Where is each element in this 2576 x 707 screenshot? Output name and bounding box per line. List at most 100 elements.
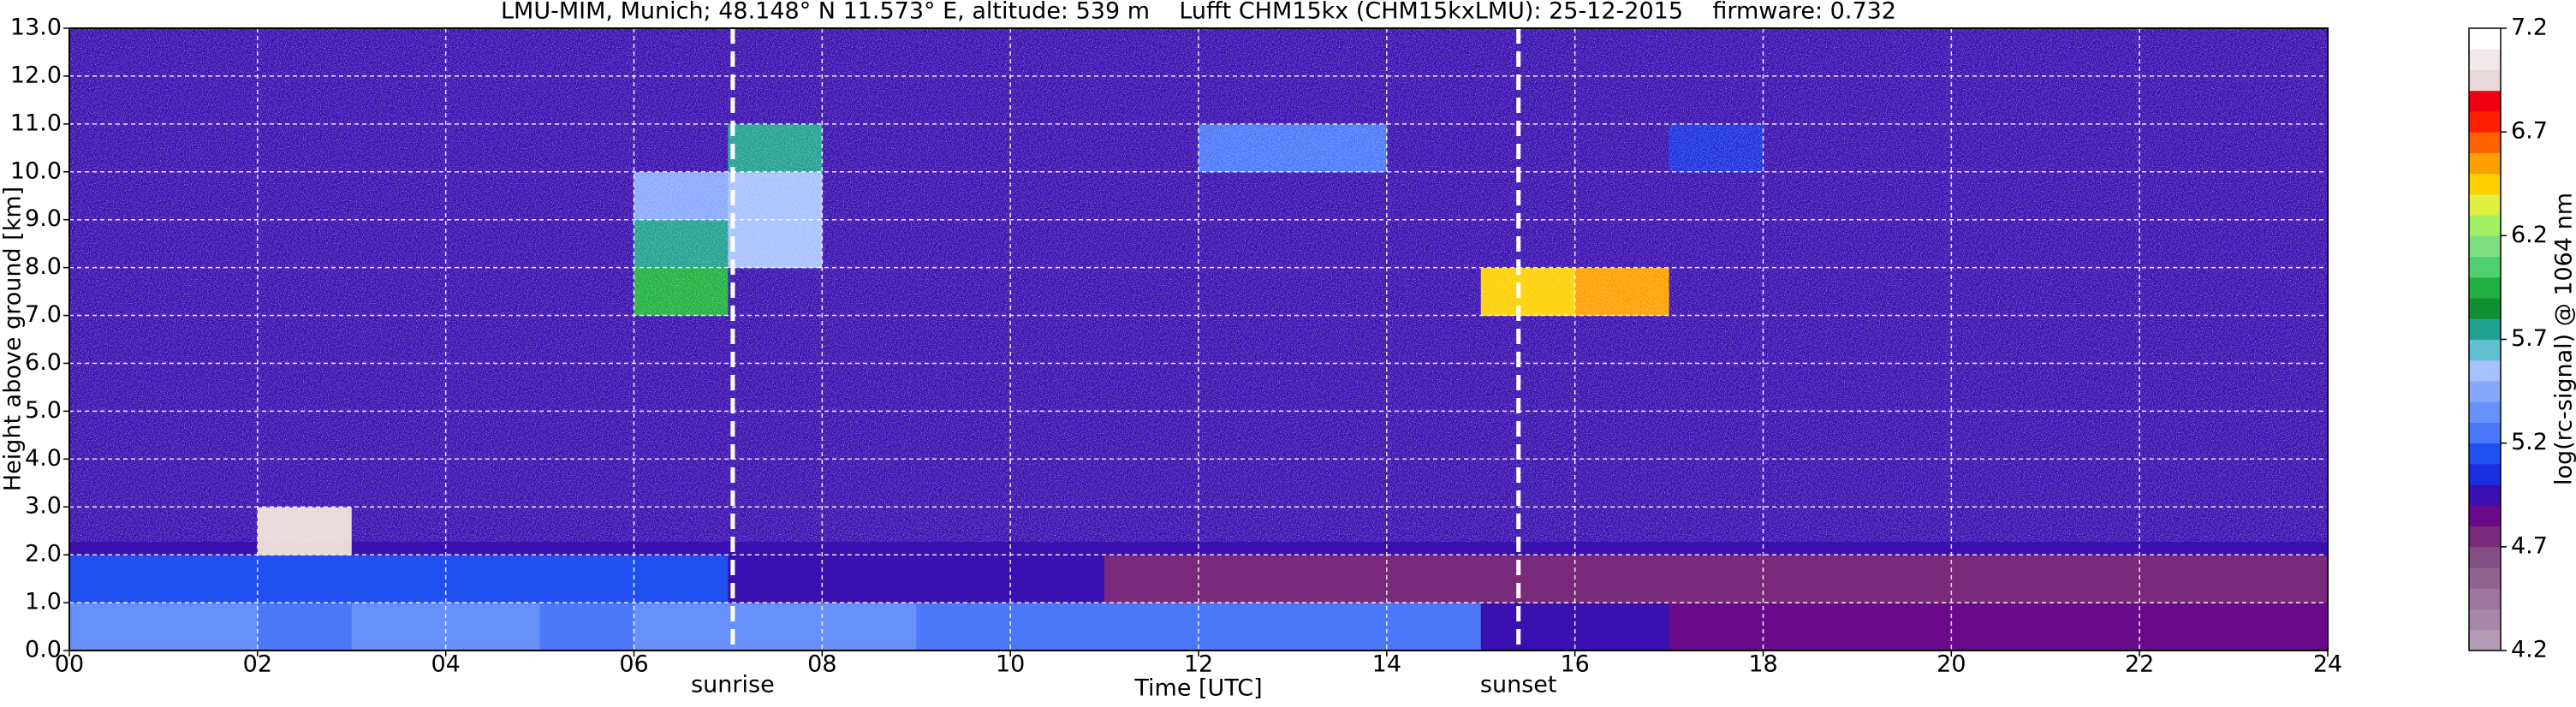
heatmap-cell	[69, 555, 164, 603]
colorbar-swatch	[2469, 298, 2501, 319]
colorbar-swatch	[2469, 173, 2501, 195]
heatmap-cell	[1199, 603, 1294, 651]
y-tick-label: 0.0	[25, 637, 62, 663]
heatmap-cell	[1386, 603, 1482, 651]
heatmap-cell	[1951, 555, 2046, 603]
colorbar-swatch	[2469, 505, 2501, 527]
heatmap-cell	[634, 555, 729, 603]
heatmap-cell	[2045, 555, 2140, 603]
heatmap-cell	[163, 603, 259, 651]
y-tick-label: 5.0	[25, 397, 62, 424]
heatmap-cell	[1292, 555, 1388, 603]
colorbar-swatch	[2469, 567, 2501, 589]
colorbar-swatch	[2469, 256, 2501, 278]
heatmap-cell	[1104, 555, 1199, 603]
heatmap-cell	[1574, 555, 1670, 603]
x-tick-label: 24	[2313, 651, 2342, 678]
heatmap-cell	[1480, 555, 1576, 603]
heatmap-cell	[539, 555, 634, 603]
colorbar-swatch	[2469, 588, 2501, 610]
heatmap-cell	[822, 603, 917, 651]
colorbar-swatch	[2469, 359, 2501, 382]
colorbar-swatch	[2469, 276, 2501, 299]
heatmap-cell	[351, 555, 447, 603]
y-tick-label: 4.0	[25, 445, 62, 472]
y-tick-label: 9.0	[25, 205, 62, 232]
heatmap-cell	[916, 555, 1011, 603]
colorbar-swatch	[2469, 49, 2501, 70]
colorbar-swatch	[2469, 401, 2501, 423]
heatmap-cell	[2234, 603, 2329, 651]
colorbar-tick-label: 5.7	[2511, 325, 2548, 352]
heatmap-cell	[2234, 555, 2329, 603]
colorbar-tick-label: 6.2	[2511, 222, 2548, 248]
heatmap-cell	[1199, 555, 1294, 603]
heatmap-cell	[2045, 603, 2140, 651]
heatmap-cell	[1480, 603, 1576, 651]
heatmap-cell	[163, 555, 259, 603]
colorbar-swatch	[2469, 443, 2501, 465]
colorbar-swatch	[2469, 484, 2501, 506]
x-tick-label: 10	[996, 651, 1025, 678]
x-tick-label: 18	[1748, 651, 1777, 678]
colorbar-swatch	[2469, 28, 2501, 50]
colorbar-swatch	[2469, 422, 2501, 444]
colorbar-swatch	[2469, 193, 2501, 216]
colorbar-swatch	[2469, 629, 2501, 651]
y-tick-label: 8.0	[25, 253, 62, 280]
colorbar-swatch	[2469, 90, 2501, 112]
heatmap-cell	[1857, 555, 1952, 603]
heatmap-cell	[1386, 555, 1482, 603]
y-tick-label: 10.0	[10, 157, 62, 184]
heatmap-cell	[822, 555, 917, 603]
heatmap-cell	[728, 555, 823, 603]
heatmap-cell	[1763, 603, 1858, 651]
x-tick-label: 16	[1560, 651, 1589, 678]
heatmap-cell	[728, 603, 823, 651]
heatmap-cell	[257, 603, 353, 651]
colorbar-tick-label: 5.2	[2511, 429, 2548, 455]
colorbar-tick-label: 4.7	[2511, 532, 2548, 559]
heatmap-cell	[1669, 603, 1764, 651]
heatmap-cell	[1010, 555, 1105, 603]
colorbar-swatch	[2469, 526, 2501, 548]
chart-title: LMU-MIM, Munich; 48.148° N 11.573° E, al…	[501, 0, 1896, 25]
heatmap-cell	[445, 555, 541, 603]
x-tick-label: 14	[1372, 651, 1401, 678]
x-tick-label: 22	[2125, 651, 2154, 678]
heatmap-cell	[539, 603, 634, 651]
y-tick-label: 6.0	[25, 349, 62, 376]
colorbar-swatch	[2469, 152, 2501, 175]
heatmap-cell	[1010, 603, 1105, 651]
y-tick-label: 2.0	[25, 541, 62, 567]
y-tick-label: 13.0	[10, 15, 62, 41]
heatmap-cell	[634, 603, 729, 651]
colorbar-swatch	[2469, 546, 2501, 568]
y-axis-label: Height above ground [km]	[0, 187, 27, 491]
x-tick-label: 00	[55, 651, 84, 678]
heatmap-cell	[1669, 555, 1764, 603]
y-tick-label: 7.0	[25, 301, 62, 328]
y-tick-label: 1.0	[25, 589, 62, 615]
colorbar-tick-label: 7.2	[2511, 15, 2548, 41]
heatmap-cell	[1763, 555, 1858, 603]
heatmap-cell	[2139, 603, 2234, 651]
heatmap-cell	[1574, 603, 1670, 651]
colorbar-swatch	[2469, 318, 2501, 340]
heatmap-cell	[916, 603, 1011, 651]
x-tick-label: 08	[807, 651, 836, 678]
colorbar-swatch	[2469, 380, 2501, 402]
x-tick-label: 02	[243, 651, 272, 678]
event-label: sunset	[1480, 672, 1557, 698]
x-tick-label: 20	[1936, 651, 1966, 678]
x-tick-label: 12	[1184, 651, 1213, 678]
colorbar-swatch	[2469, 215, 2501, 236]
colorbar-tick-label: 4.2	[2511, 637, 2548, 663]
event-label: sunrise	[691, 672, 775, 698]
heatmap-cell	[1951, 603, 2046, 651]
heatmap-cell	[351, 603, 447, 651]
colorbar-swatch	[2469, 132, 2501, 153]
colorbar-swatch	[2469, 609, 2501, 631]
heatmap-cell	[2139, 555, 2234, 603]
